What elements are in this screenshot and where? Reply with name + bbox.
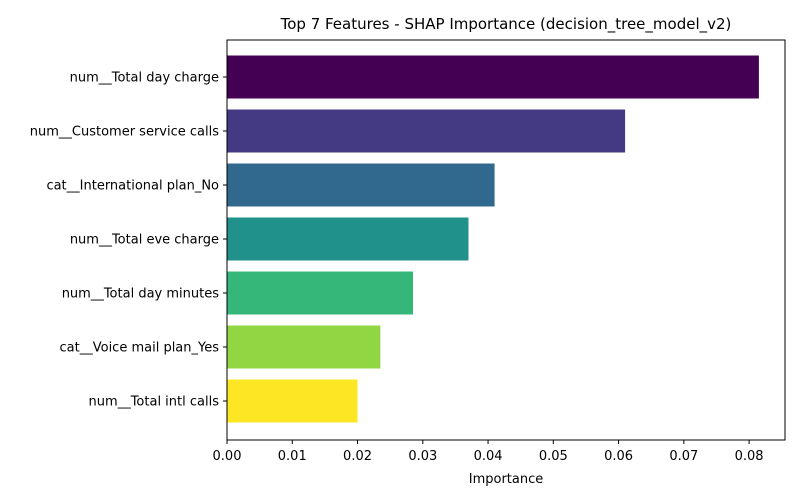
x-tick-label: 0.01: [278, 449, 307, 464]
x-tick-label: 0.07: [669, 449, 698, 464]
x-ticks: 0.00 0.01 0.02 0.03 0.04 0.05 0.06 0.07 0.08: [213, 440, 764, 464]
x-tick-label: 0.02: [343, 449, 372, 464]
y-tick-label: num__Customer service calls: [30, 125, 219, 140]
plot-frame: [226, 39, 786, 441]
x-tick-label: 0.08: [735, 449, 764, 464]
x-axis-label: Importance: [469, 472, 544, 487]
bar-3: [227, 163, 495, 207]
chart-title: Top 7 Features - SHAP Importance (decisi…: [280, 15, 732, 34]
x-tick-label: 0.03: [408, 449, 437, 464]
bar-6: [227, 325, 381, 369]
x-tick-label: 0.05: [539, 449, 568, 464]
y-tick-label: num__Total eve charge: [70, 233, 219, 248]
y-tick-label: num__Total intl calls: [89, 395, 220, 410]
x-tick-label: 0.00: [213, 449, 242, 464]
y-tick-label: num__Total day charge: [70, 71, 219, 86]
bar-5: [227, 271, 413, 315]
y-tick-label: num__Total day minutes: [62, 287, 220, 302]
bar-2: [227, 109, 626, 153]
y-tick-label: cat__Voice mail plan_Yes: [60, 341, 220, 356]
y-tick-labels: num__Total day charge num__Customer servi…: [30, 71, 227, 410]
x-tick-label: 0.06: [604, 449, 633, 464]
bar-1: [227, 55, 759, 99]
y-tick-label: cat__International plan_No: [46, 179, 219, 194]
x-tick-label: 0.04: [474, 449, 503, 464]
bars-layer: [227, 55, 759, 423]
bar-4: [227, 217, 469, 261]
bar-7: [227, 379, 358, 423]
